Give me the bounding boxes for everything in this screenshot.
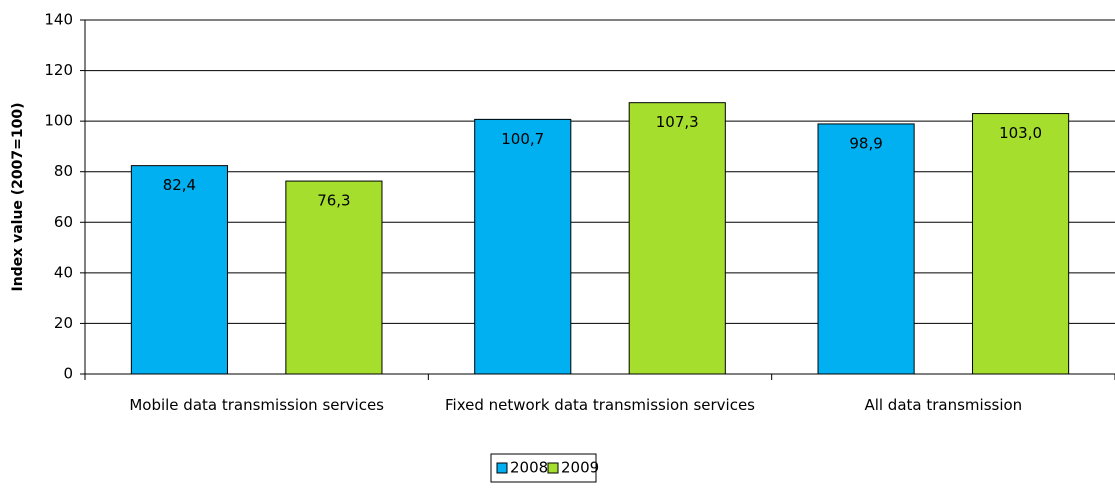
y-tick-label: 80: [54, 162, 73, 180]
legend-swatch: [547, 462, 559, 474]
bar: [130, 165, 228, 375]
y-tick-label: 100: [44, 112, 73, 130]
y-tick-label: 60: [54, 213, 73, 231]
legend-swatch: [496, 462, 508, 474]
bar: [817, 123, 915, 375]
y-axis-label: Index value (2007=100): [10, 102, 26, 291]
value-label: 100,7: [501, 130, 544, 148]
legend-box: [490, 453, 597, 483]
y-tick-label: 140: [44, 11, 73, 29]
y-tick-label: 0: [63, 365, 73, 383]
bar: [285, 180, 383, 375]
legend-label: 2009: [561, 459, 599, 477]
bar: [628, 102, 726, 375]
y-tick-label: 120: [44, 61, 73, 79]
x-tick-label: Fixed network data transmission services: [444, 396, 755, 414]
value-label: 98,9: [849, 134, 882, 152]
value-label: 76,3: [317, 192, 350, 210]
x-tick-label: Mobile data transmission services: [129, 396, 384, 414]
y-tick-label: 40: [54, 263, 73, 281]
y-tick-label: 20: [54, 314, 73, 332]
bar: [474, 118, 572, 375]
legend-label: 2008: [510, 459, 548, 477]
bar: [972, 113, 1070, 375]
value-label: 107,3: [656, 113, 699, 131]
x-tick-label: All data transmission: [864, 396, 1023, 414]
value-label: 82,4: [163, 176, 196, 194]
value-label: 103,0: [999, 124, 1042, 142]
